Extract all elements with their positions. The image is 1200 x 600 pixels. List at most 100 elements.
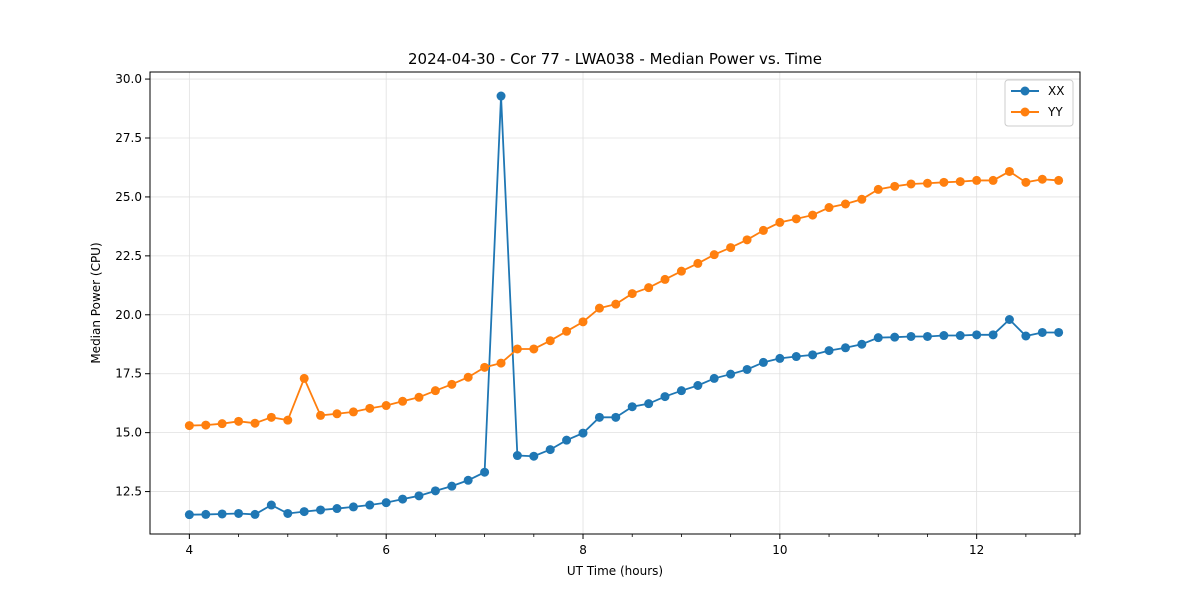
series-xx-point — [1004, 315, 1014, 324]
series-xx-point — [873, 333, 883, 343]
series-yy-point — [201, 420, 211, 430]
series-xx-point — [266, 500, 276, 510]
series-xx-point — [496, 91, 506, 101]
series-xx-point — [545, 445, 555, 455]
series-yy-point — [414, 392, 424, 402]
x-tick-label: 4 — [186, 543, 194, 557]
y-tick-label: 25.0 — [115, 190, 142, 204]
series-xx-point — [430, 486, 440, 496]
series-yy-point — [693, 258, 703, 268]
series-xx-point — [627, 402, 637, 412]
chart-title: 2024-04-30 - Cor 77 - LWA038 - Median Po… — [408, 50, 822, 68]
series-xx-point — [922, 331, 932, 341]
series-xx-point — [234, 508, 244, 518]
legend: XX YY — [1004, 79, 1074, 127]
series-xx-point — [1037, 327, 1047, 337]
series-yy-point — [184, 421, 194, 431]
series-yy-point — [824, 203, 834, 213]
legend-xx-marker — [1020, 86, 1030, 96]
series-yy-point — [299, 373, 309, 383]
series-xx-point — [660, 392, 670, 402]
series-yy-point — [939, 177, 949, 187]
legend-yy-marker — [1020, 107, 1030, 117]
series-xx-point — [808, 350, 818, 360]
y-tick-label: 12.5 — [115, 485, 142, 499]
x-tick-label: 6 — [382, 543, 390, 557]
series-yy-point — [955, 177, 965, 187]
legend-xx-label: XX — [1048, 84, 1064, 98]
series-xx-point — [348, 502, 358, 512]
axis-ticks: 4 6 8 10 12 12.5 15.0 17.5 20.0 22.5 25.0 27.5 30.0 — [115, 72, 1076, 557]
series-xx-point — [562, 435, 572, 445]
series-yy-point — [611, 299, 621, 309]
series-xx-point — [988, 330, 998, 340]
series-xx-point — [939, 331, 949, 341]
series-xx-point — [906, 331, 916, 341]
series-xx-point — [578, 428, 588, 438]
y-tick-label: 27.5 — [115, 131, 142, 145]
series-yy-point — [217, 419, 227, 429]
series-xx-point — [840, 343, 850, 353]
series-yy-point — [283, 415, 293, 425]
series-xx-point — [529, 451, 539, 461]
series-yy-point — [644, 283, 654, 293]
series-yy-point — [266, 412, 276, 422]
y-tick-label: 20.0 — [115, 308, 142, 322]
series-yy-point — [726, 243, 736, 253]
legend-yy-label: YY — [1047, 105, 1063, 119]
series-xx-point — [365, 500, 375, 510]
series-yy-point — [463, 372, 473, 382]
series-yy-point — [234, 416, 244, 426]
series-xx-point — [955, 331, 965, 341]
series-yy-point — [791, 214, 801, 224]
series-yy-point — [709, 250, 719, 260]
x-tick-label: 12 — [969, 543, 984, 557]
series-xx-point — [250, 509, 260, 519]
series-yy-point — [758, 225, 768, 235]
series-xx-point — [316, 505, 326, 515]
series-yy-point — [742, 235, 752, 245]
y-tick-label: 15.0 — [115, 426, 142, 440]
y-tick-label: 22.5 — [115, 249, 142, 263]
series-xx-point — [742, 364, 752, 374]
series-xx-point — [447, 481, 457, 491]
plot-frame — [149, 71, 1081, 535]
series-xx-point — [1021, 331, 1031, 341]
series-yy-point — [1021, 177, 1031, 187]
series-yy-point — [857, 194, 867, 204]
series-xx-point — [201, 509, 211, 519]
series-xx-point — [512, 451, 522, 461]
series-yy-point — [348, 407, 358, 417]
x-tick-label: 10 — [772, 543, 787, 557]
series-xx-point — [463, 475, 473, 485]
series-xx-point — [972, 330, 982, 340]
series-yy-point — [906, 179, 916, 189]
series-xx-point — [398, 494, 408, 504]
series-xx-point — [726, 369, 736, 379]
series-yy-point — [381, 401, 391, 411]
series-xx-point — [693, 381, 703, 390]
series-yy-point — [972, 175, 982, 185]
series-yy-point — [316, 410, 326, 420]
series-yy-point — [365, 403, 375, 413]
y-axis-label: Median Power (CPU) — [89, 242, 103, 363]
series-xx-point — [1054, 327, 1064, 337]
y-tick-label: 17.5 — [115, 367, 142, 381]
series-xx-point — [332, 504, 342, 514]
series-yy-point — [332, 409, 342, 419]
series-yy-point — [676, 266, 686, 276]
series-xx-point — [299, 507, 309, 517]
series-xx-point — [283, 508, 293, 518]
series-yy-point — [250, 418, 260, 428]
series-xx-point — [644, 399, 654, 409]
series-yy-point — [447, 379, 457, 389]
series-yy-point — [545, 336, 555, 346]
series-yy-point — [1037, 174, 1047, 184]
series-yy-point — [775, 217, 785, 227]
series-xx-point — [890, 332, 900, 342]
series-xx-point — [709, 373, 719, 383]
series-xx-point — [824, 346, 834, 356]
series-xx-point — [775, 353, 785, 363]
